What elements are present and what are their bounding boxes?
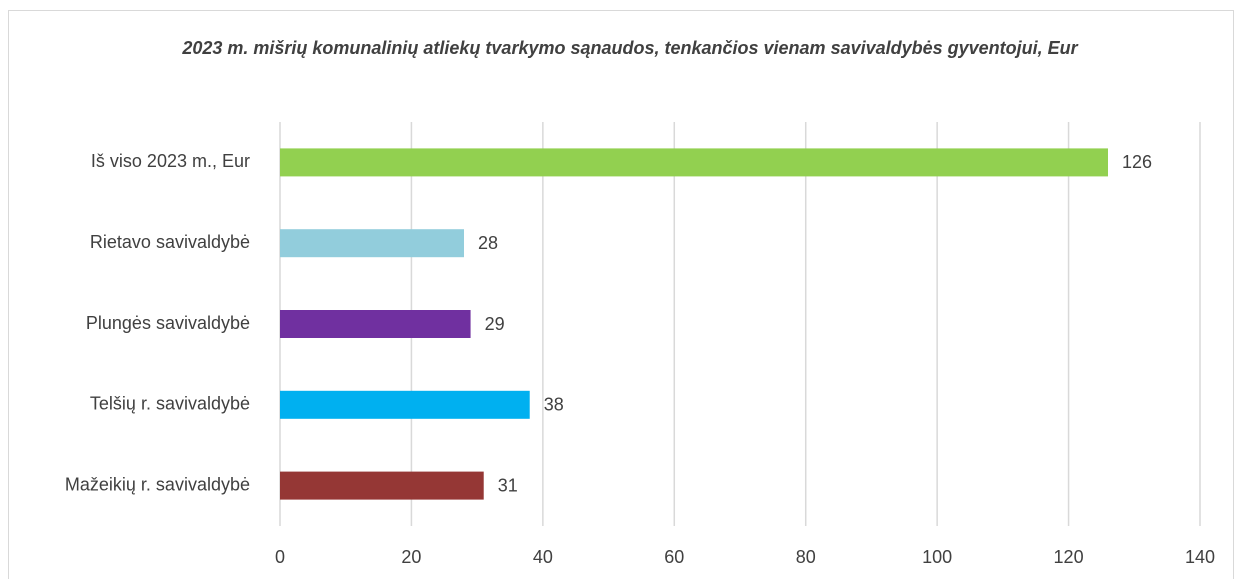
chart-frame <box>8 10 1234 579</box>
x-tick-label: 40 <box>533 547 553 567</box>
data-label: 126 <box>1122 152 1152 172</box>
y-tick-label: Telšių r. savivaldybė <box>90 394 250 414</box>
bar <box>280 310 471 338</box>
y-tick-label: Rietavo savivaldybė <box>90 232 250 252</box>
x-tick-label: 120 <box>1054 547 1084 567</box>
x-tick-label: 60 <box>664 547 684 567</box>
data-label: 38 <box>544 395 564 415</box>
x-tick-label: 100 <box>922 547 952 567</box>
x-tick-label: 80 <box>796 547 816 567</box>
y-tick-label: Iš viso 2023 m., Eur <box>91 151 250 171</box>
data-label: 29 <box>485 314 505 334</box>
x-tick-label: 140 <box>1185 547 1215 567</box>
y-tick-label: Mažeikių r. savivaldybė <box>65 474 250 494</box>
bar <box>280 148 1108 177</box>
bar <box>280 471 484 500</box>
y-tick-label: Plungės savivaldybė <box>86 313 250 333</box>
x-tick-label: 20 <box>401 547 421 567</box>
data-label: 31 <box>498 475 518 495</box>
x-tick-label: 0 <box>275 547 285 567</box>
bar <box>280 229 464 258</box>
bar <box>280 390 530 419</box>
chart-title: 2023 m. mišrių komunalinių atliekų tvark… <box>182 38 1078 58</box>
data-label: 28 <box>478 233 498 253</box>
